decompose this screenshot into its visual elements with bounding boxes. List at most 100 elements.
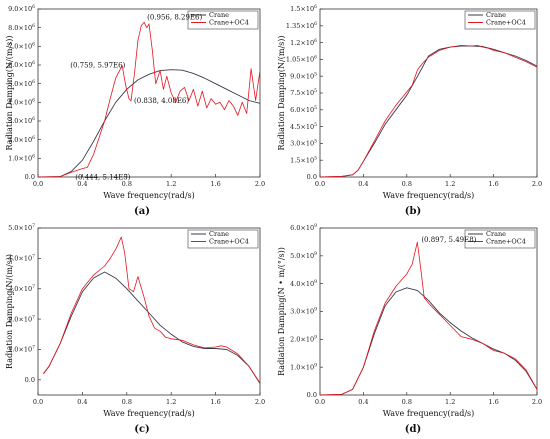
y-tick-label: 2.0×106 [8, 135, 35, 144]
y-tick-mantissa: 0.0 [307, 173, 317, 181]
x-axis-title: Wave frequency(rad/s) [383, 191, 475, 200]
y-tick-exponent: 9 [314, 223, 317, 229]
x-tick-label: 2.0 [532, 180, 542, 188]
legend-label: Crane+OC4 [486, 19, 526, 27]
x-tick-label: 0.8 [122, 398, 132, 406]
y-tick-mantissa: 5.0×10 [8, 224, 32, 232]
y-tick-mantissa: 3.0×10 [8, 117, 32, 125]
data-annotation: (0.444, 5.14E5) [75, 173, 130, 181]
chart-panel-b: 0.0 0.4 0.8 1.2 1.6 2.00.01.5×1053.0×1054.5×1… [277, 4, 542, 217]
y-tick-exponent: 9 [314, 362, 317, 368]
x-axis-title: Wave frequency(rad/s) [103, 409, 195, 418]
y-tick-label: 3.0×106 [8, 116, 35, 125]
chart-panel-c: 0.0 0.4 0.8 1.2 1.6 2.00.01.0×1072.0×1073.0×1… [5, 223, 265, 435]
y-tick-mantissa: 4.5×10 [290, 123, 314, 131]
y-tick-exponent: 9 [314, 251, 317, 257]
y-tick-exponent: 6 [314, 21, 317, 27]
legend-label: Crane [209, 11, 229, 19]
panel-label: (d) [405, 424, 421, 435]
y-tick-mantissa: 4.0×10 [8, 99, 32, 107]
y-tick-label: 4.5×105 [290, 122, 317, 131]
y-tick-label: 0.0 [25, 173, 35, 181]
y-tick-label: 0.0 [307, 391, 317, 399]
y-tick-mantissa: 6.0×10 [8, 61, 32, 69]
y-tick-mantissa: 4.0×10 [8, 255, 32, 263]
y-tick-exponent: 9 [314, 335, 317, 341]
series-line-crane [38, 69, 260, 177]
y-tick-mantissa: 2.0×10 [8, 136, 32, 144]
y-tick-label: 0.0 [25, 376, 35, 384]
series-group [43, 236, 260, 384]
y-tick-label: 7.5×105 [290, 88, 317, 97]
y-tick-mantissa: 5.0×10 [290, 252, 314, 260]
y-tick-exponent: 9 [314, 307, 317, 313]
y-tick-exponent: 9 [314, 279, 317, 285]
y-tick-label: 1.35×106 [286, 21, 317, 30]
y-tick-label: 5.0×107 [8, 223, 35, 232]
y-tick-exponent: 6 [32, 42, 35, 48]
series-group [320, 45, 537, 177]
data-annotation: (0.956, 8.29E6) [147, 13, 202, 21]
x-tick-label: 0.0 [33, 180, 43, 188]
plot-frame [319, 227, 538, 396]
y-tick-exponent: 6 [32, 135, 35, 141]
data-annotation: (0.759, 5.97E6) [70, 62, 125, 70]
y-tick-label: 1.2×106 [290, 38, 317, 47]
y-tick-mantissa: 1.5×10 [290, 5, 314, 13]
y-tick-label: 2.0×109 [290, 335, 317, 344]
y-tick-exponent: 6 [314, 38, 317, 44]
series-group [320, 241, 537, 395]
y-tick-label: 4.0×106 [8, 98, 35, 107]
y-tick-label: 9.0×106 [8, 4, 35, 13]
series-line-crane [43, 271, 260, 384]
y-tick-label: 2.0×107 [8, 314, 35, 323]
y-tick-mantissa: 1.0×10 [290, 363, 314, 371]
y-tick-exponent: 6 [32, 60, 35, 66]
y-tick-mantissa: 0.0 [25, 173, 35, 181]
series-line-crane-oc4 [320, 241, 537, 395]
y-tick-exponent: 5 [314, 88, 317, 94]
series-line-crane-oc4 [43, 236, 260, 384]
legend-label: Crane [486, 11, 506, 19]
x-tick-label: 0.4 [77, 180, 87, 188]
y-axis-title: Radiation Damping(N/(m/s)) [277, 36, 286, 151]
legend-label: Crane+OC4 [486, 238, 526, 246]
series-group [38, 21, 260, 177]
y-tick-mantissa: 2.0×10 [290, 336, 314, 344]
y-tick-mantissa: 5.0×10 [8, 80, 32, 88]
x-tick-label: 0.0 [315, 180, 325, 188]
plot-frame [319, 8, 538, 178]
series-line-crane-oc4 [320, 45, 537, 177]
y-tick-exponent: 6 [32, 79, 35, 85]
x-tick-label: 1.6 [488, 398, 498, 406]
y-tick-mantissa: 3.0×10 [8, 285, 32, 293]
x-tick-label: 2.0 [532, 398, 542, 406]
y-axis-title: Radiation Damping(N/(m/s)) [5, 36, 14, 151]
x-tick-label: 1.6 [210, 398, 220, 406]
y-tick-exponent: 5 [314, 122, 317, 128]
legend-label: Crane [486, 230, 506, 238]
y-tick-label: 4.0×107 [8, 254, 35, 263]
y-tick-mantissa: 7.0×10 [8, 43, 32, 51]
y-tick-label: 1.0×106 [8, 154, 35, 163]
y-tick-mantissa: 4.0×10 [290, 280, 314, 288]
data-annotation: (0.838, 4.08E6) [134, 97, 189, 105]
y-tick-label: 6.0×109 [290, 223, 317, 232]
y-tick-exponent: 6 [32, 98, 35, 104]
y-tick-label: 9.0×105 [290, 71, 317, 80]
plot-frame [37, 227, 261, 396]
y-tick-exponent: 7 [32, 314, 35, 320]
y-tick-exponent: 7 [32, 345, 35, 351]
panel-label: (b) [405, 206, 421, 217]
y-tick-label: 5.0×106 [8, 79, 35, 88]
x-tick-label: 0.0 [33, 398, 43, 406]
y-axis-title: Radiation Damping(N • m/(°/s)) [277, 247, 286, 376]
y-tick-mantissa: 1.35×10 [286, 22, 314, 30]
x-tick-label: 0.0 [315, 398, 325, 406]
y-tick-mantissa: 1.0×10 [8, 346, 32, 354]
y-tick-label: 1.05×106 [286, 55, 317, 64]
y-tick-label: 1.5×105 [290, 155, 317, 164]
